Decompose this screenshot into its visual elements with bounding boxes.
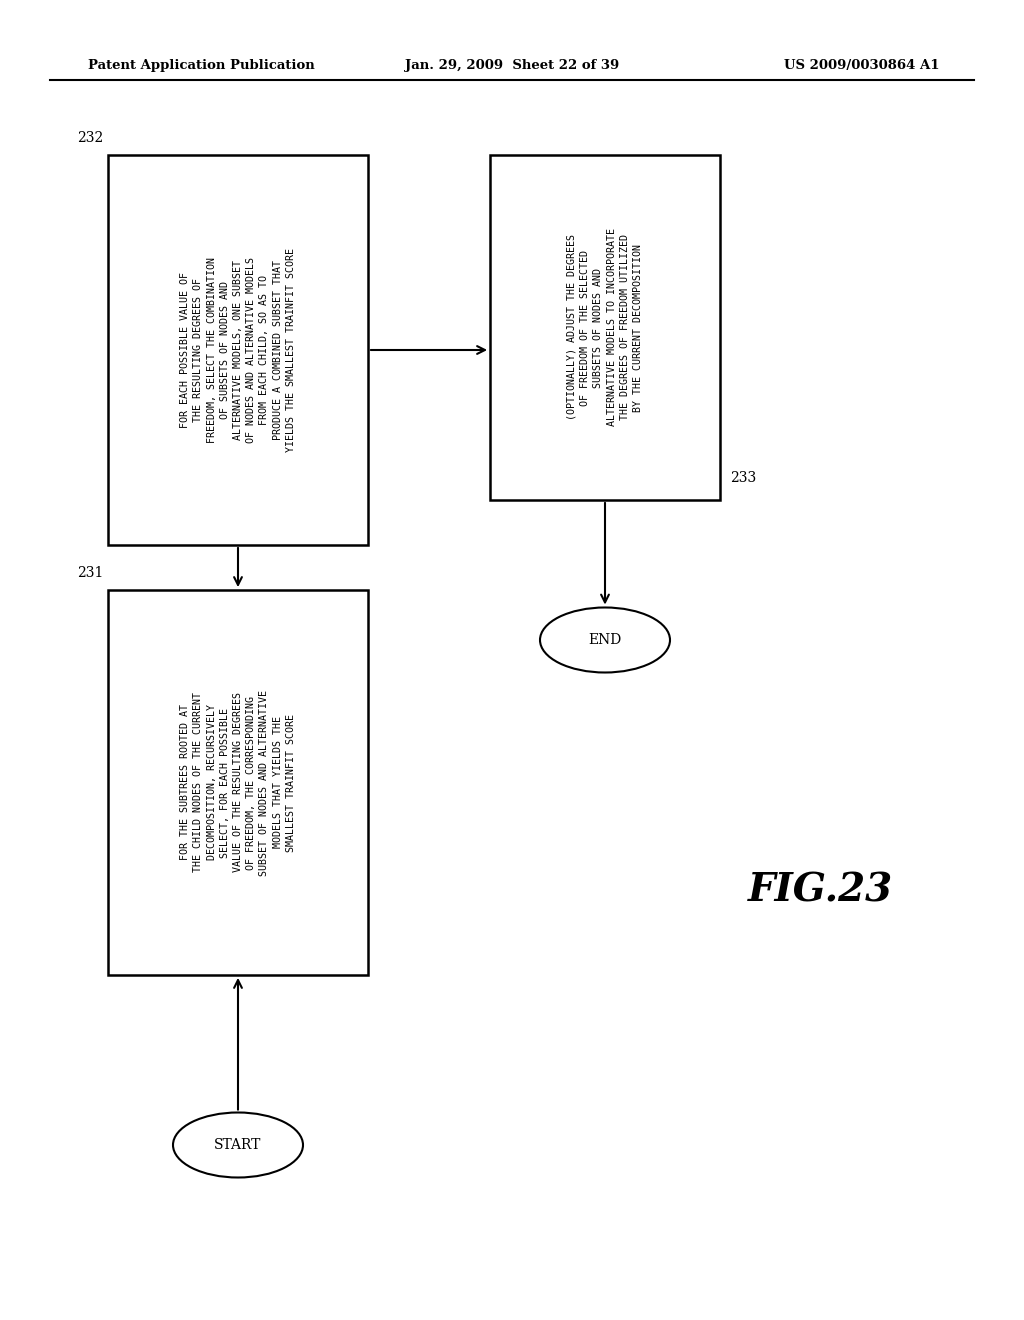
Text: Jan. 29, 2009  Sheet 22 of 39: Jan. 29, 2009 Sheet 22 of 39 bbox=[404, 58, 620, 71]
Text: 232: 232 bbox=[77, 131, 103, 145]
Text: FIG.23: FIG.23 bbox=[748, 871, 893, 909]
Text: 233: 233 bbox=[730, 471, 757, 484]
Text: FOR EACH POSSIBLE VALUE OF
THE RESULTING DEGREES OF
FREEDOM, SELECT THE COMBINAT: FOR EACH POSSIBLE VALUE OF THE RESULTING… bbox=[180, 248, 296, 451]
Text: START: START bbox=[214, 1138, 262, 1152]
Bar bbox=[108, 590, 368, 975]
Ellipse shape bbox=[173, 1113, 303, 1177]
Bar bbox=[490, 154, 720, 500]
Bar bbox=[108, 154, 368, 545]
Text: (OPTIONALLY) ADJUST THE DEGREES
OF FREEDOM OF THE SELECTED
SUBSETS OF NODES AND
: (OPTIONALLY) ADJUST THE DEGREES OF FREED… bbox=[567, 228, 643, 426]
Text: END: END bbox=[589, 634, 622, 647]
Text: 231: 231 bbox=[77, 566, 103, 579]
Ellipse shape bbox=[540, 607, 670, 672]
Text: Patent Application Publication: Patent Application Publication bbox=[88, 58, 314, 71]
Text: FOR THE SUBTREES ROOTED AT
THE CHILD NODES OF THE CURRENT
DECOMPOSITION, RECURSI: FOR THE SUBTREES ROOTED AT THE CHILD NOD… bbox=[180, 689, 296, 875]
Text: US 2009/0030864 A1: US 2009/0030864 A1 bbox=[784, 58, 940, 71]
